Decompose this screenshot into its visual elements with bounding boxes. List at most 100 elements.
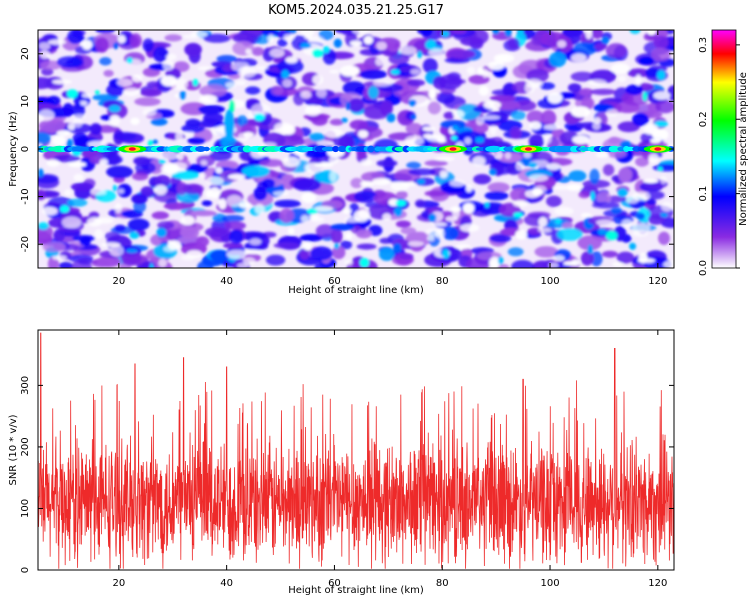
spectrogram-cell	[493, 100, 521, 110]
spectrogram-cell	[38, 132, 51, 145]
spectrogram-cell	[390, 69, 401, 75]
spectrogram-cell	[287, 227, 295, 235]
snr-panel: 20 40 60 80 100 120 0 100 200 300 Height of stra…	[8, 329, 675, 596]
colorbar-gradient	[711, 29, 737, 269]
spectrogram-cell	[636, 212, 645, 220]
spectrogram-cell	[566, 184, 583, 191]
spectrogram-cell	[400, 227, 417, 235]
spectrogram-cell	[528, 174, 549, 182]
x-tick-label: 100	[540, 276, 559, 287]
spectrogram-cell	[406, 79, 426, 87]
spectrogram-cell	[359, 69, 387, 80]
spectrogram-cell	[390, 181, 410, 192]
spectrogram-cell	[120, 250, 142, 266]
spectrogram-x-label: Height of straight line (km)	[288, 285, 424, 296]
spectrogram-line-segment	[485, 145, 503, 153]
spectrogram-cell	[513, 199, 529, 208]
snr-x-label: Height of straight line (km)	[288, 585, 424, 596]
spectrogram-cell	[425, 39, 437, 50]
spectrogram-cell	[38, 109, 55, 121]
spectrogram-cell	[594, 43, 607, 51]
spectrogram-cell	[254, 113, 265, 122]
spectrogram-cell	[253, 186, 268, 201]
spectrogram-cell	[422, 126, 436, 132]
spectrogram-cell	[109, 244, 124, 257]
spectrogram-cell	[270, 85, 284, 96]
spectrogram-cell	[316, 140, 333, 147]
spectrogram-cell	[379, 237, 393, 244]
spectrogram-line-segment	[195, 146, 207, 152]
spectrogram-cell	[640, 132, 653, 143]
spectrogram-cell	[80, 100, 88, 106]
spectrogram-cell	[163, 245, 176, 253]
spectrogram-cell	[345, 232, 353, 240]
spectrogram-cell	[654, 120, 668, 127]
spectrogram-cell	[357, 130, 369, 139]
spectrogram-cell	[205, 190, 212, 198]
spectrogram-cell	[606, 108, 619, 117]
spectrogram-cell	[601, 37, 610, 44]
spectrogram-cell	[315, 224, 335, 238]
spectrogram-cell	[141, 260, 156, 268]
spectrogram-cell	[376, 41, 387, 51]
spectrogram-cell	[497, 256, 504, 265]
spectrogram-cell	[160, 163, 180, 174]
spectrogram-cell	[200, 160, 208, 166]
spectrogram-cell	[581, 212, 592, 218]
spectrogram-cell	[528, 162, 538, 168]
spectrogram-cell	[300, 42, 312, 49]
spectrogram-cell	[462, 203, 475, 214]
spectrogram-cell	[483, 100, 501, 110]
spectrogram-cell	[426, 235, 435, 242]
spectrogram-cell	[434, 156, 455, 161]
spectrogram-cell	[428, 88, 437, 100]
spectrogram-cell	[109, 115, 121, 121]
spectrogram-cell	[117, 183, 132, 198]
spectrogram-cell	[444, 57, 471, 64]
spectrogram-cell	[393, 242, 402, 253]
spectrogram-cell	[492, 30, 500, 35]
spectrogram-cell	[243, 131, 254, 138]
spectrogram-cell	[94, 229, 104, 240]
spectrogram-cell	[407, 241, 424, 247]
spectrogram-cell	[489, 95, 516, 102]
spectrogram-cell	[333, 134, 355, 149]
spectrogram-cell	[52, 255, 67, 261]
spectrogram-cell	[131, 74, 143, 83]
spectrogram-cell	[424, 160, 448, 167]
spectrogram-cell	[158, 159, 166, 164]
spectrogram-cell	[283, 34, 295, 41]
spectrogram-cell	[567, 83, 582, 93]
spectrogram-cell	[324, 128, 343, 138]
spectrogram-cell	[562, 30, 584, 38]
spectrogram-cell	[112, 184, 117, 192]
spectrogram-cell	[568, 170, 587, 182]
spectrogram-cell	[241, 165, 270, 178]
spectrogram-cell	[163, 202, 191, 210]
spectrogram-cell	[546, 195, 562, 207]
spectrogram-cell	[629, 242, 637, 250]
spectrogram-cell	[106, 83, 124, 97]
spectrogram-cell	[114, 224, 126, 232]
spectrogram-cell	[658, 166, 663, 171]
spectrogram-cell	[340, 240, 353, 250]
spectrogram-cell	[547, 92, 563, 104]
colorbar: 0.0 0.1 0.2 0.3 Normalized spectral amplitu…	[698, 29, 749, 276]
spectrogram-cell	[67, 198, 88, 207]
spectrogram-cell	[81, 93, 92, 98]
spectrogram-x-ticks: 20 40 60 80 100 120	[112, 30, 667, 287]
spectrogram-cell	[356, 229, 372, 239]
spectrogram-cell	[117, 188, 125, 194]
spectrogram-cell	[509, 188, 529, 202]
spectrogram-cell	[515, 229, 528, 240]
spectrogram-cell	[440, 120, 467, 129]
spectrogram-cell	[589, 168, 600, 185]
spectrogram-cell	[655, 100, 674, 114]
spectrogram-cell	[350, 40, 362, 46]
spectrogram-hot-spot	[524, 147, 532, 151]
spectrogram-cell	[310, 216, 325, 223]
spectrogram-cell	[359, 257, 370, 268]
snr-series-line	[38, 332, 674, 569]
spectrogram-cell	[557, 40, 567, 48]
spectrogram-cell	[171, 170, 200, 180]
